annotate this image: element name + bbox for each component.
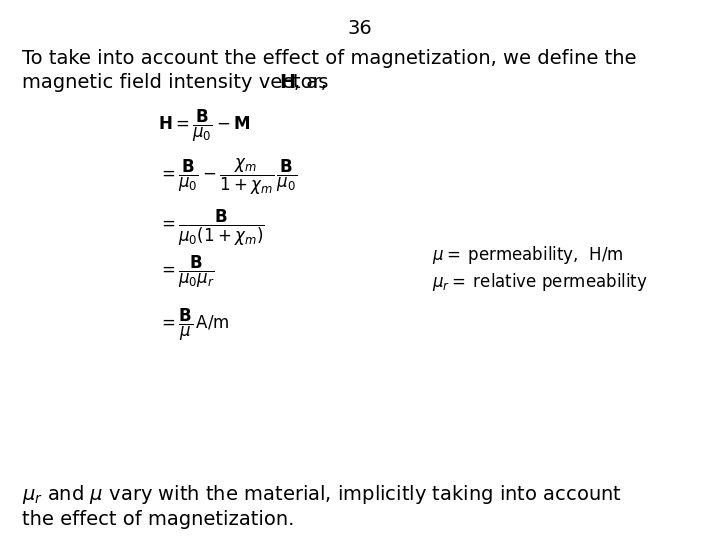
Text: , as: , as bbox=[294, 73, 328, 92]
Text: $\mathbf{H} = \dfrac{\mathbf{B}}{\mu_0} - \mathbf{M}$: $\mathbf{H} = \dfrac{\mathbf{B}}{\mu_0} … bbox=[158, 108, 251, 144]
Text: H: H bbox=[279, 73, 296, 92]
Text: $= \dfrac{\mathbf{B}}{\mu_0(1+\chi_m)}$: $= \dfrac{\mathbf{B}}{\mu_0(1+\chi_m)}$ bbox=[158, 208, 265, 248]
Text: $\mu_r = \;$relative permeability: $\mu_r = \;$relative permeability bbox=[432, 271, 648, 293]
Text: $\mu = \;$permeability,  H/m: $\mu = \;$permeability, H/m bbox=[432, 244, 624, 266]
Text: $= \dfrac{\mathbf{B}}{\mu_0} - \dfrac{\chi_m}{1+\chi_m}\,\dfrac{\mathbf{B}}{\mu_: $= \dfrac{\mathbf{B}}{\mu_0} - \dfrac{\c… bbox=[158, 157, 297, 197]
Text: the effect of magnetization.: the effect of magnetization. bbox=[22, 510, 294, 529]
Text: $= \dfrac{\mathbf{B}}{\mu}\,\mathrm{A/m}$: $= \dfrac{\mathbf{B}}{\mu}\,\mathrm{A/m}… bbox=[158, 307, 230, 343]
Text: To take into account the effect of magnetization, we define the: To take into account the effect of magne… bbox=[22, 49, 636, 68]
Text: magnetic field intensity vector,: magnetic field intensity vector, bbox=[22, 73, 333, 92]
Text: 36: 36 bbox=[348, 19, 372, 38]
Text: $= \dfrac{\mathbf{B}}{\mu_0\mu_r}$: $= \dfrac{\mathbf{B}}{\mu_0\mu_r}$ bbox=[158, 254, 215, 290]
Text: $\mu_r$ and $\mu$ vary with the material, implicitly taking into account: $\mu_r$ and $\mu$ vary with the material… bbox=[22, 483, 621, 507]
